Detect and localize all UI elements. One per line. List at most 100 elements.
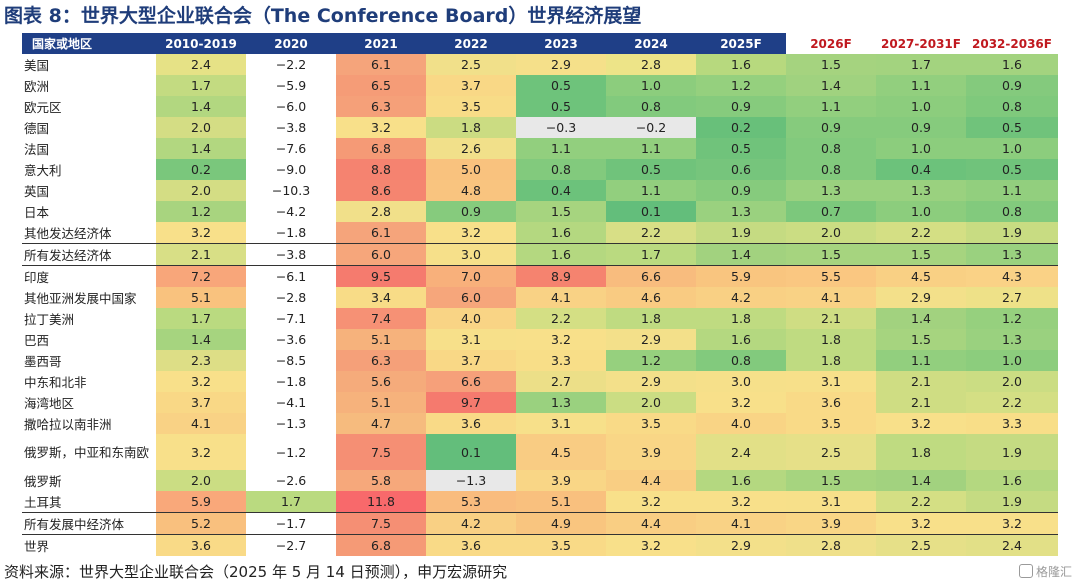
- growth-cell: 1.4: [696, 243, 786, 266]
- growth-cell: 1.7: [156, 308, 246, 329]
- growth-cell: 1.1: [876, 75, 966, 96]
- growth-cell: −5.9: [246, 75, 336, 96]
- growth-cell: −1.2: [246, 434, 336, 470]
- growth-cell: 3.2: [696, 491, 786, 513]
- logo-icon: [1018, 564, 1033, 578]
- growth-cell: 3.9: [516, 470, 606, 491]
- growth-cell: 0.9: [696, 180, 786, 201]
- growth-cell: 1.5: [876, 243, 966, 266]
- growth-cell: 1.8: [426, 117, 516, 138]
- growth-cell: 1.3: [876, 180, 966, 201]
- growth-cell: 2.1: [876, 371, 966, 392]
- column-header: 国家或地区: [22, 33, 156, 54]
- region-name: 其他亚洲发展中国家: [22, 287, 156, 308]
- table-row: 世界 3.6 −2.7 6.8 3.6 3.5 3.2 2.9 2.8 2.5 2.4: [22, 534, 1058, 556]
- table-row: 俄罗斯 2.0 −2.6 5.8 −1.3 3.9 4.4 1.6 1.5 1.4 1.6: [22, 470, 1058, 491]
- growth-cell: 0.6: [696, 159, 786, 180]
- growth-cell: 1.8: [786, 329, 876, 350]
- table-body: 美国 2.4 −2.2 6.1 2.5 2.9 2.8 1.6 1.5 1.7 1.6 欧洲 1.7 −5…: [22, 54, 1058, 556]
- watermark-text: 格隆汇: [1035, 565, 1072, 579]
- table-row: 拉丁美洲 1.7 −7.1 7.4 4.0 2.2 1.8 1.8 2.1 1.4 1.2: [22, 308, 1058, 329]
- growth-cell: 1.6: [966, 54, 1058, 75]
- growth-cell: 1.1: [876, 350, 966, 371]
- table-row: 俄罗斯，中亚和东南欧 3.2 −1.2 7.5 0.1 4.5 3.9 2.4 2.5 1.8 1.…: [22, 434, 1058, 470]
- growth-cell: 5.1: [336, 392, 426, 413]
- growth-cell: −3.6: [246, 329, 336, 350]
- table-row: 法国 1.4 −7.6 6.8 2.6 1.1 1.1 0.5 0.8 1.0 1.0: [22, 138, 1058, 159]
- growth-cell: 6.8: [336, 534, 426, 556]
- growth-cell: 0.8: [786, 159, 876, 180]
- growth-cell: 2.2: [876, 222, 966, 244]
- growth-cell: 4.5: [876, 265, 966, 287]
- region-name: 撒哈拉以南非洲: [22, 413, 156, 434]
- growth-cell: 3.1: [786, 491, 876, 513]
- growth-cell: 4.0: [426, 308, 516, 329]
- growth-cell: 1.4: [876, 470, 966, 491]
- growth-cell: 6.8: [336, 138, 426, 159]
- growth-cell: 0.7: [786, 201, 876, 222]
- growth-cell: 3.2: [696, 392, 786, 413]
- growth-cell: 4.7: [336, 413, 426, 434]
- growth-cell: 2.0: [966, 371, 1058, 392]
- growth-cell: 7.5: [336, 512, 426, 535]
- growth-cell: 1.3: [786, 180, 876, 201]
- growth-cell: 2.1: [876, 392, 966, 413]
- growth-cell: 0.5: [966, 117, 1058, 138]
- growth-cell: 3.5: [786, 413, 876, 434]
- growth-cell: 1.9: [696, 222, 786, 244]
- region-name: 其他发达经济体: [22, 222, 156, 244]
- growth-cell: 1.6: [696, 329, 786, 350]
- growth-cell: 1.7: [246, 491, 336, 513]
- growth-cell: 0.9: [786, 117, 876, 138]
- growth-cell: 0.8: [786, 138, 876, 159]
- growth-cell: 0.8: [966, 96, 1058, 117]
- growth-cell: 6.0: [426, 287, 516, 308]
- growth-cell: 6.3: [336, 350, 426, 371]
- growth-cell: 0.9: [966, 75, 1058, 96]
- growth-cell: 2.1: [156, 243, 246, 266]
- growth-cell: 3.5: [516, 534, 606, 556]
- growth-cell: −7.6: [246, 138, 336, 159]
- growth-cell: 5.1: [156, 287, 246, 308]
- growth-cell: 3.9: [606, 434, 696, 470]
- growth-cell: −8.5: [246, 350, 336, 371]
- growth-cell: 11.8: [336, 491, 426, 513]
- growth-cell: 0.8: [516, 159, 606, 180]
- growth-cell: −4.1: [246, 392, 336, 413]
- growth-cell: 3.1: [786, 371, 876, 392]
- growth-cell: 0.9: [876, 117, 966, 138]
- growth-cell: 0.8: [966, 201, 1058, 222]
- growth-cell: 4.1: [156, 413, 246, 434]
- growth-cell: 1.7: [876, 54, 966, 75]
- growth-cell: 4.2: [696, 287, 786, 308]
- growth-cell: 0.8: [606, 96, 696, 117]
- column-header: 2026F: [786, 33, 876, 54]
- growth-cell: 1.0: [966, 138, 1058, 159]
- region-name: 欧洲: [22, 75, 156, 96]
- growth-cell: 2.0: [156, 117, 246, 138]
- growth-cell: 1.5: [516, 201, 606, 222]
- growth-cell: 3.7: [156, 392, 246, 413]
- growth-cell: 2.2: [516, 308, 606, 329]
- growth-cell: 7.2: [156, 265, 246, 287]
- growth-cell: 1.5: [786, 243, 876, 266]
- growth-cell: −1.7: [246, 512, 336, 535]
- growth-cell: 4.1: [696, 512, 786, 535]
- table-row: 其他发达经济体 3.2 −1.8 6.1 3.2 1.6 2.2 1.9 2.0 2.2 1.9: [22, 222, 1058, 244]
- growth-cell: 7.0: [426, 265, 516, 287]
- table-row: 海湾地区 3.7 −4.1 5.1 9.7 1.3 2.0 3.2 3.6 2.1 2.2: [22, 392, 1058, 413]
- growth-cell: 3.2: [336, 117, 426, 138]
- growth-cell: −4.2: [246, 201, 336, 222]
- growth-cell: 2.1: [786, 308, 876, 329]
- growth-cell: 9.5: [336, 265, 426, 287]
- growth-cell: 0.1: [606, 201, 696, 222]
- growth-cell: 0.5: [516, 75, 606, 96]
- growth-cell: 5.1: [516, 491, 606, 513]
- column-header: 2032-2036F: [966, 33, 1058, 54]
- growth-cell: −2.7: [246, 534, 336, 556]
- growth-cell: 6.6: [606, 265, 696, 287]
- growth-cell: 2.9: [696, 534, 786, 556]
- growth-cell: −1.8: [246, 222, 336, 244]
- growth-cell: 3.3: [516, 350, 606, 371]
- region-name: 墨西哥: [22, 350, 156, 371]
